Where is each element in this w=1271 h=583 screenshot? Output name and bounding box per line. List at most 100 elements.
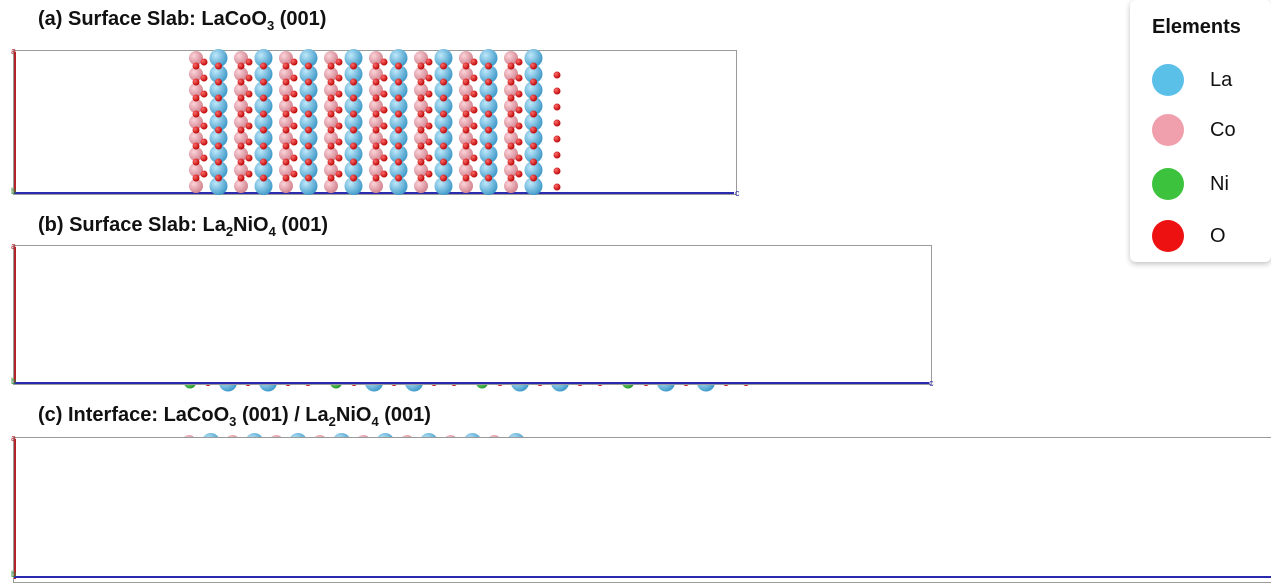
co-atom xyxy=(324,163,338,177)
o-atom xyxy=(440,126,447,134)
o-atom xyxy=(350,62,357,70)
o-atom xyxy=(380,58,388,66)
o-atom xyxy=(425,154,433,162)
o-atom xyxy=(417,174,425,182)
o-atom xyxy=(470,170,478,178)
o-atom xyxy=(395,142,402,150)
panel-b-axis-c xyxy=(14,382,929,384)
o-atom xyxy=(462,62,470,70)
co-atom xyxy=(369,67,383,81)
la-atom xyxy=(299,49,318,67)
la-atom xyxy=(434,177,453,195)
co-atom xyxy=(414,115,428,129)
o-atom xyxy=(553,119,561,127)
o-atom xyxy=(350,78,357,86)
o-atom xyxy=(237,158,245,166)
co-atom xyxy=(504,67,518,81)
panel-a-axis-c xyxy=(14,192,734,194)
o-atom xyxy=(350,126,357,134)
panel-c-axis-c xyxy=(14,576,1271,578)
la-atom xyxy=(524,113,543,131)
co-atom xyxy=(189,51,203,65)
la-atom xyxy=(254,145,273,163)
o-atom xyxy=(485,126,492,134)
co-atom xyxy=(189,163,203,177)
panel-b-axis-a-label: a xyxy=(11,241,17,251)
o-atom xyxy=(237,110,245,118)
legend-label: O xyxy=(1210,224,1226,247)
co-atom xyxy=(324,99,338,113)
o-atom xyxy=(530,78,537,86)
co-atom xyxy=(324,83,338,97)
elements-legend: Elements La Co Ni O xyxy=(1130,0,1271,262)
o-atom xyxy=(553,135,561,143)
la-atom xyxy=(344,177,363,195)
o-atom xyxy=(305,62,312,70)
o-atom xyxy=(425,138,433,146)
o-atom xyxy=(260,158,267,166)
o-atom xyxy=(282,78,290,86)
o-atom xyxy=(530,142,537,150)
la-atom xyxy=(389,81,408,99)
co-atom xyxy=(324,179,338,193)
co-atom xyxy=(234,179,248,193)
o-atom xyxy=(395,78,402,86)
la-atom xyxy=(344,113,363,131)
o-atom xyxy=(417,62,425,70)
la-atom xyxy=(344,97,363,115)
o-atom xyxy=(215,126,222,134)
o-atom xyxy=(260,62,267,70)
co-atom xyxy=(324,67,338,81)
o-atom xyxy=(395,158,402,166)
panel-c-axis-a xyxy=(14,439,16,579)
title-sub: 2 xyxy=(328,414,336,429)
o-atom xyxy=(215,62,222,70)
co-atom xyxy=(459,131,473,145)
o-atom xyxy=(440,62,447,70)
co-atom xyxy=(369,115,383,129)
la-atom xyxy=(254,81,273,99)
o-atom xyxy=(440,142,447,150)
o-atom xyxy=(305,142,312,150)
o-atom xyxy=(462,78,470,86)
legend-item-co: Co xyxy=(1152,114,1236,146)
la-atom xyxy=(299,177,318,195)
o-atom xyxy=(237,174,245,182)
o-atom xyxy=(192,62,200,70)
la-atom xyxy=(389,49,408,67)
panel-c-cell xyxy=(13,437,1271,583)
o-atom xyxy=(530,174,537,182)
o-atom xyxy=(192,110,200,118)
o-atom xyxy=(470,106,478,114)
la-atom xyxy=(524,145,543,163)
la-atom xyxy=(299,113,318,131)
o-atom xyxy=(305,174,312,182)
o-atom xyxy=(425,58,433,66)
la-atom xyxy=(389,145,408,163)
legend-label: Ni xyxy=(1210,172,1229,195)
co-atom xyxy=(414,99,428,113)
o-atom xyxy=(462,142,470,150)
panel-a-axis-b-label: b xyxy=(11,186,17,196)
co-atom xyxy=(369,147,383,161)
title-text: (001) xyxy=(275,214,329,236)
title-text: (a) Surface Slab: LaCoO xyxy=(38,8,267,30)
o-atom xyxy=(327,94,335,102)
co-atom xyxy=(279,51,293,65)
o-atom xyxy=(305,158,312,166)
o-atom xyxy=(200,106,208,114)
o-atom xyxy=(200,90,208,98)
title-text: (001) / La xyxy=(236,404,329,426)
co-atom xyxy=(504,83,518,97)
la-atom xyxy=(524,81,543,99)
co-atom xyxy=(189,83,203,97)
co-atom xyxy=(504,115,518,129)
o-atom xyxy=(485,158,492,166)
o-atom xyxy=(530,62,537,70)
la-atom xyxy=(479,49,498,67)
o-atom xyxy=(530,94,537,102)
title-text: NiO xyxy=(335,404,372,426)
o-atom xyxy=(350,142,357,150)
la-atom xyxy=(209,97,228,115)
la-atom xyxy=(434,81,453,99)
